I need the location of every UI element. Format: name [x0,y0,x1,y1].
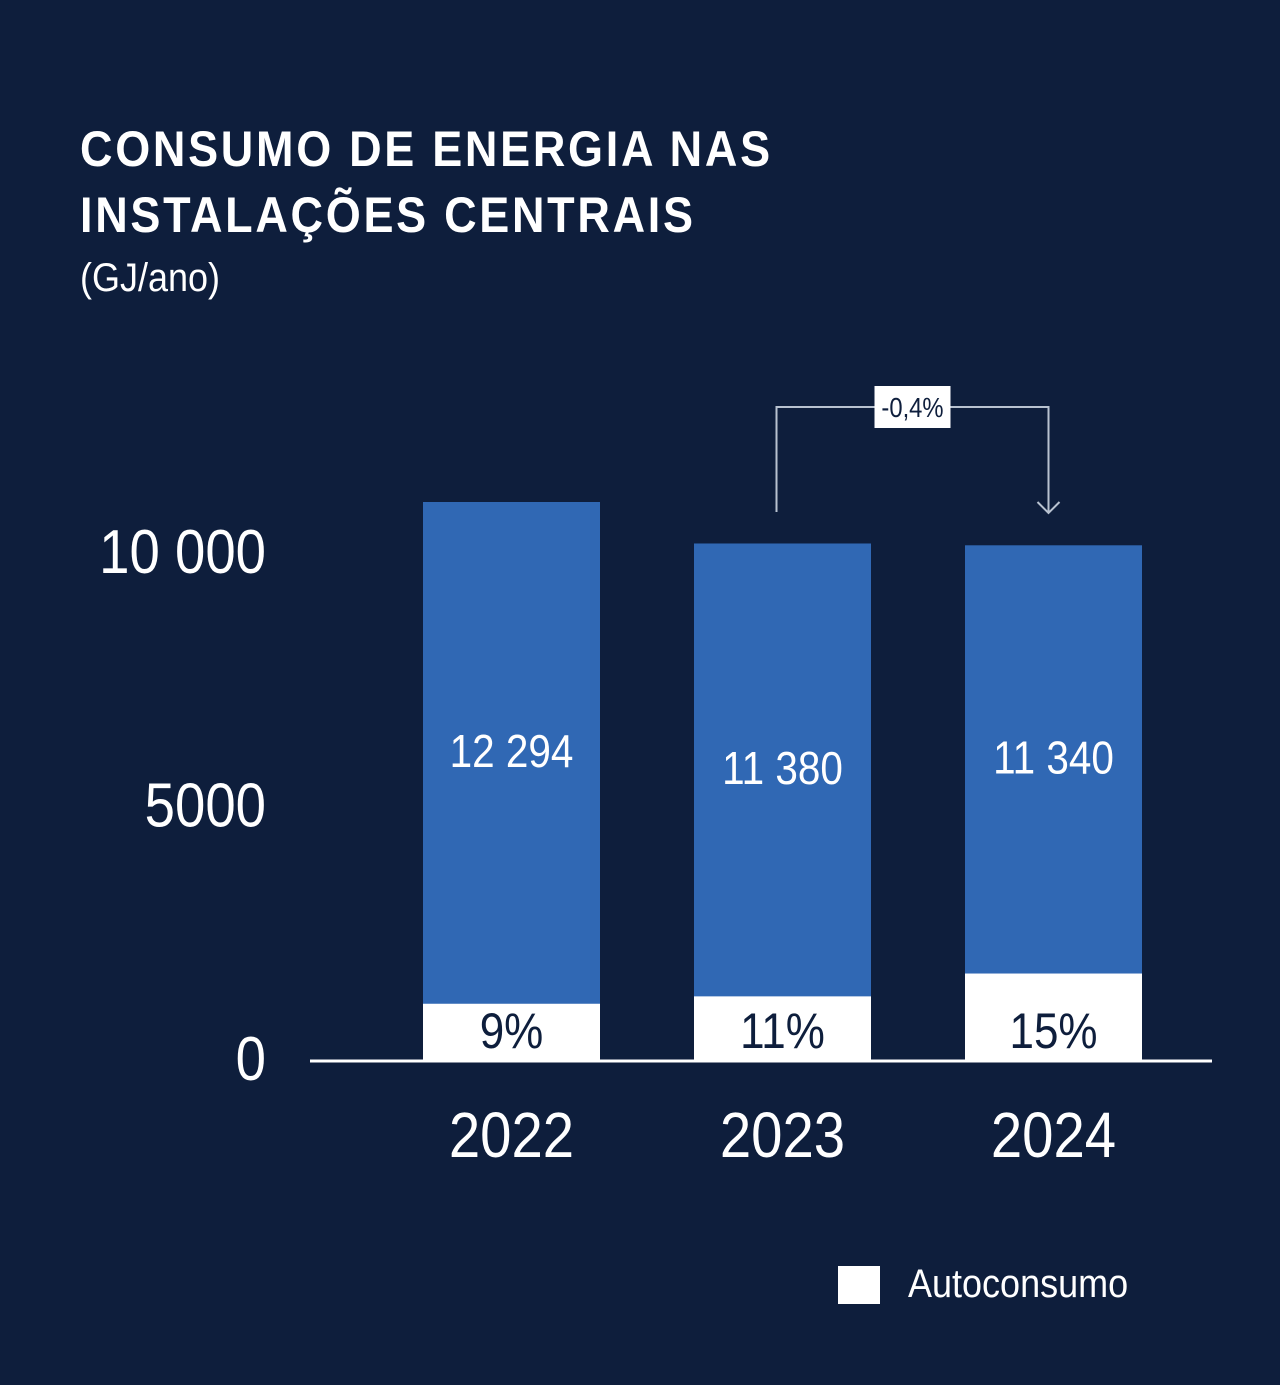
autoconsumo-label: 15% [1009,1002,1097,1058]
legend-label-autoconsumo: Autoconsumo [908,1262,1129,1306]
y-tick-label: 5000 [145,771,266,840]
autoconsumo-segment-2023 [694,996,871,1060]
arrow-down-icon [1036,501,1061,515]
bar-value-label: 11 340 [993,733,1114,784]
bar-value-label: 12 294 [450,727,574,778]
bar-2023 [694,543,871,1060]
chart-title-line: CONSUMO DE ENERGIA NAS [80,121,773,177]
change-label-box [874,386,951,428]
autoconsumo-segment-2024 [965,973,1142,1060]
y-tick-label: 0 [236,1025,266,1094]
x-tick-label: 2022 [449,1099,574,1171]
autoconsumo-segment-2022 [423,1003,600,1060]
bar-value-label: 11 380 [722,744,843,795]
legend: Autoconsumo [838,1262,1153,1307]
x-tick-label: 2024 [991,1099,1116,1171]
chart-unit: (GJ/ano) [80,256,221,300]
autoconsumo-label: 9% [480,1002,544,1058]
x-tick-label: 2023 [720,1099,845,1171]
change-label: -0,4% [881,391,943,423]
legend-swatch-autoconsumo [838,1265,880,1304]
chart-title: CONSUMO DE ENERGIA NAS INSTALAÇÕES CENTR… [80,116,773,248]
y-tick-label: 10 000 [99,518,266,587]
autoconsumo-label: 11% [740,1002,825,1058]
bar-2022 [423,502,600,1060]
chart-title-line: INSTALAÇÕES CENTRAIS [80,187,696,243]
